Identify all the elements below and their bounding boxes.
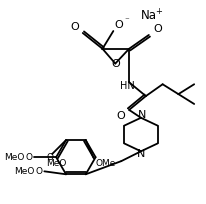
Text: HN: HN [120, 81, 135, 91]
Text: O: O [47, 153, 54, 162]
Text: MeO: MeO [14, 167, 34, 176]
Text: O: O [153, 24, 162, 34]
Text: MeO: MeO [46, 159, 66, 168]
Text: O: O [70, 22, 79, 32]
Text: O: O [35, 167, 42, 176]
Text: O: O [26, 153, 33, 162]
Text: N: N [137, 149, 145, 159]
Text: Na: Na [141, 9, 157, 22]
Text: O: O [111, 59, 120, 69]
Text: OMe: OMe [96, 159, 116, 168]
Text: O: O [115, 20, 124, 30]
Text: O: O [117, 111, 126, 121]
Text: MeO: MeO [4, 153, 25, 162]
Text: +: + [155, 7, 162, 16]
Text: ⁻: ⁻ [125, 17, 130, 26]
Text: N: N [138, 110, 146, 120]
